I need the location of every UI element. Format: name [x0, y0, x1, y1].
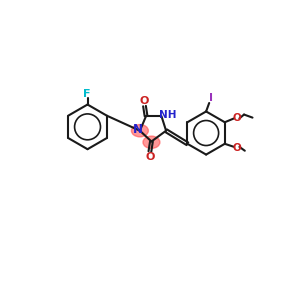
Text: I: I — [209, 93, 213, 103]
Text: O: O — [145, 152, 154, 162]
Text: N: N — [133, 123, 142, 136]
Ellipse shape — [143, 136, 160, 148]
Ellipse shape — [131, 124, 148, 137]
Text: NH: NH — [159, 110, 176, 119]
Text: O: O — [233, 112, 242, 123]
Text: O: O — [233, 143, 242, 153]
Text: O: O — [140, 96, 149, 106]
Text: F: F — [83, 89, 91, 99]
